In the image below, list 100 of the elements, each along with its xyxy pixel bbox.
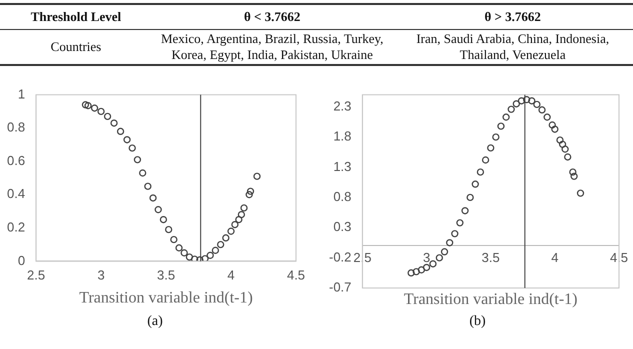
x-tick-label: 4.5 <box>610 250 628 266</box>
x-tick-label: 4.5 <box>286 268 306 283</box>
point <box>523 96 530 104</box>
point <box>466 194 474 202</box>
point <box>222 234 230 242</box>
point <box>562 146 569 153</box>
point <box>429 260 437 268</box>
point <box>128 144 136 152</box>
point <box>576 190 584 197</box>
point <box>528 97 536 104</box>
point <box>538 106 546 114</box>
point <box>160 216 168 224</box>
point <box>212 246 220 254</box>
point <box>502 114 510 121</box>
point <box>246 191 253 198</box>
y-tick-label: 1 <box>18 86 26 102</box>
point <box>569 168 576 176</box>
text: Mexico, Argentina, Brazil, Russia, Turkey, Korea, Egypt, India, Pakistan, Ukraine <box>152 30 392 65</box>
point <box>186 253 194 261</box>
point <box>90 104 98 112</box>
point <box>191 256 198 262</box>
text: (a) <box>146 314 164 330</box>
point <box>175 244 183 252</box>
y-tick-label: -0.2 <box>328 249 352 264</box>
point <box>564 153 572 161</box>
text: Threshold Level <box>0 4 152 30</box>
point <box>201 255 209 262</box>
point <box>170 236 178 244</box>
x-tick-label: 4 <box>551 250 558 266</box>
point <box>544 114 551 121</box>
y-tick-label: 0.8 <box>6 120 26 135</box>
point <box>461 207 469 214</box>
point <box>446 239 454 246</box>
point <box>436 254 443 262</box>
point <box>476 168 484 176</box>
point <box>154 206 162 214</box>
point <box>82 101 90 108</box>
point <box>110 119 118 127</box>
x-axis-title: Transition variable ind(t-1) <box>404 291 578 308</box>
point <box>482 156 490 164</box>
point <box>238 211 246 218</box>
point <box>440 248 448 256</box>
point <box>231 220 239 228</box>
y-tick-label: 0.8 <box>333 189 352 204</box>
point <box>558 140 566 148</box>
y-tick-label: 0.6 <box>6 152 26 168</box>
point <box>206 252 214 259</box>
point <box>508 106 515 113</box>
x-tick-label: 3 <box>422 250 430 266</box>
point <box>556 136 564 144</box>
point <box>104 112 112 120</box>
point <box>123 136 131 144</box>
point <box>235 216 242 224</box>
y-tick-label: 2.3 <box>333 98 352 114</box>
text: θ < 3.7662 <box>152 4 392 30</box>
point <box>472 180 479 188</box>
x-tick-label: 4 <box>227 268 235 283</box>
y-tick-label: -0.7 <box>328 280 352 295</box>
point <box>180 249 188 256</box>
point <box>134 156 142 164</box>
point <box>518 97 526 104</box>
point <box>497 122 505 130</box>
text: Iran, Saudi Arabia, China, Indonesia, Thailand, Venezuela <box>392 30 633 65</box>
point <box>456 219 464 226</box>
text: θ > 3.7662 <box>392 4 633 30</box>
point <box>408 269 415 277</box>
point <box>149 194 157 202</box>
y-tick-label: 0.3 <box>333 219 352 234</box>
y-tick-label: 0.4 <box>6 186 26 202</box>
point <box>570 172 578 180</box>
point <box>533 100 540 108</box>
point <box>165 226 172 234</box>
x-tick-label: 3.5 <box>156 268 176 283</box>
point <box>139 169 146 177</box>
point <box>217 240 224 248</box>
y-tick-label: 1.8 <box>333 128 352 144</box>
y-tick-label: 0.2 <box>6 220 26 234</box>
point <box>548 121 556 129</box>
point <box>451 230 458 238</box>
x-tick-label: 3.5 <box>482 250 500 266</box>
point <box>227 228 235 235</box>
point <box>418 266 426 274</box>
point <box>246 188 254 195</box>
x-tick-label: 3 <box>97 268 105 283</box>
point <box>144 182 152 190</box>
point <box>253 172 261 180</box>
text: Countries <box>0 30 152 65</box>
point <box>512 100 520 108</box>
x-axis-title: Transition variable ind(t-1) <box>79 290 253 307</box>
point <box>487 144 494 152</box>
point <box>116 128 124 136</box>
point <box>551 126 558 133</box>
point <box>97 108 105 116</box>
x-tick-label: 2.5 <box>27 268 46 283</box>
point <box>412 268 420 276</box>
point <box>492 133 500 141</box>
text: (b) <box>468 314 487 330</box>
x-tick-label: 2.5 <box>353 250 372 266</box>
y-tick-label: 0 <box>18 252 26 268</box>
point <box>84 102 92 110</box>
